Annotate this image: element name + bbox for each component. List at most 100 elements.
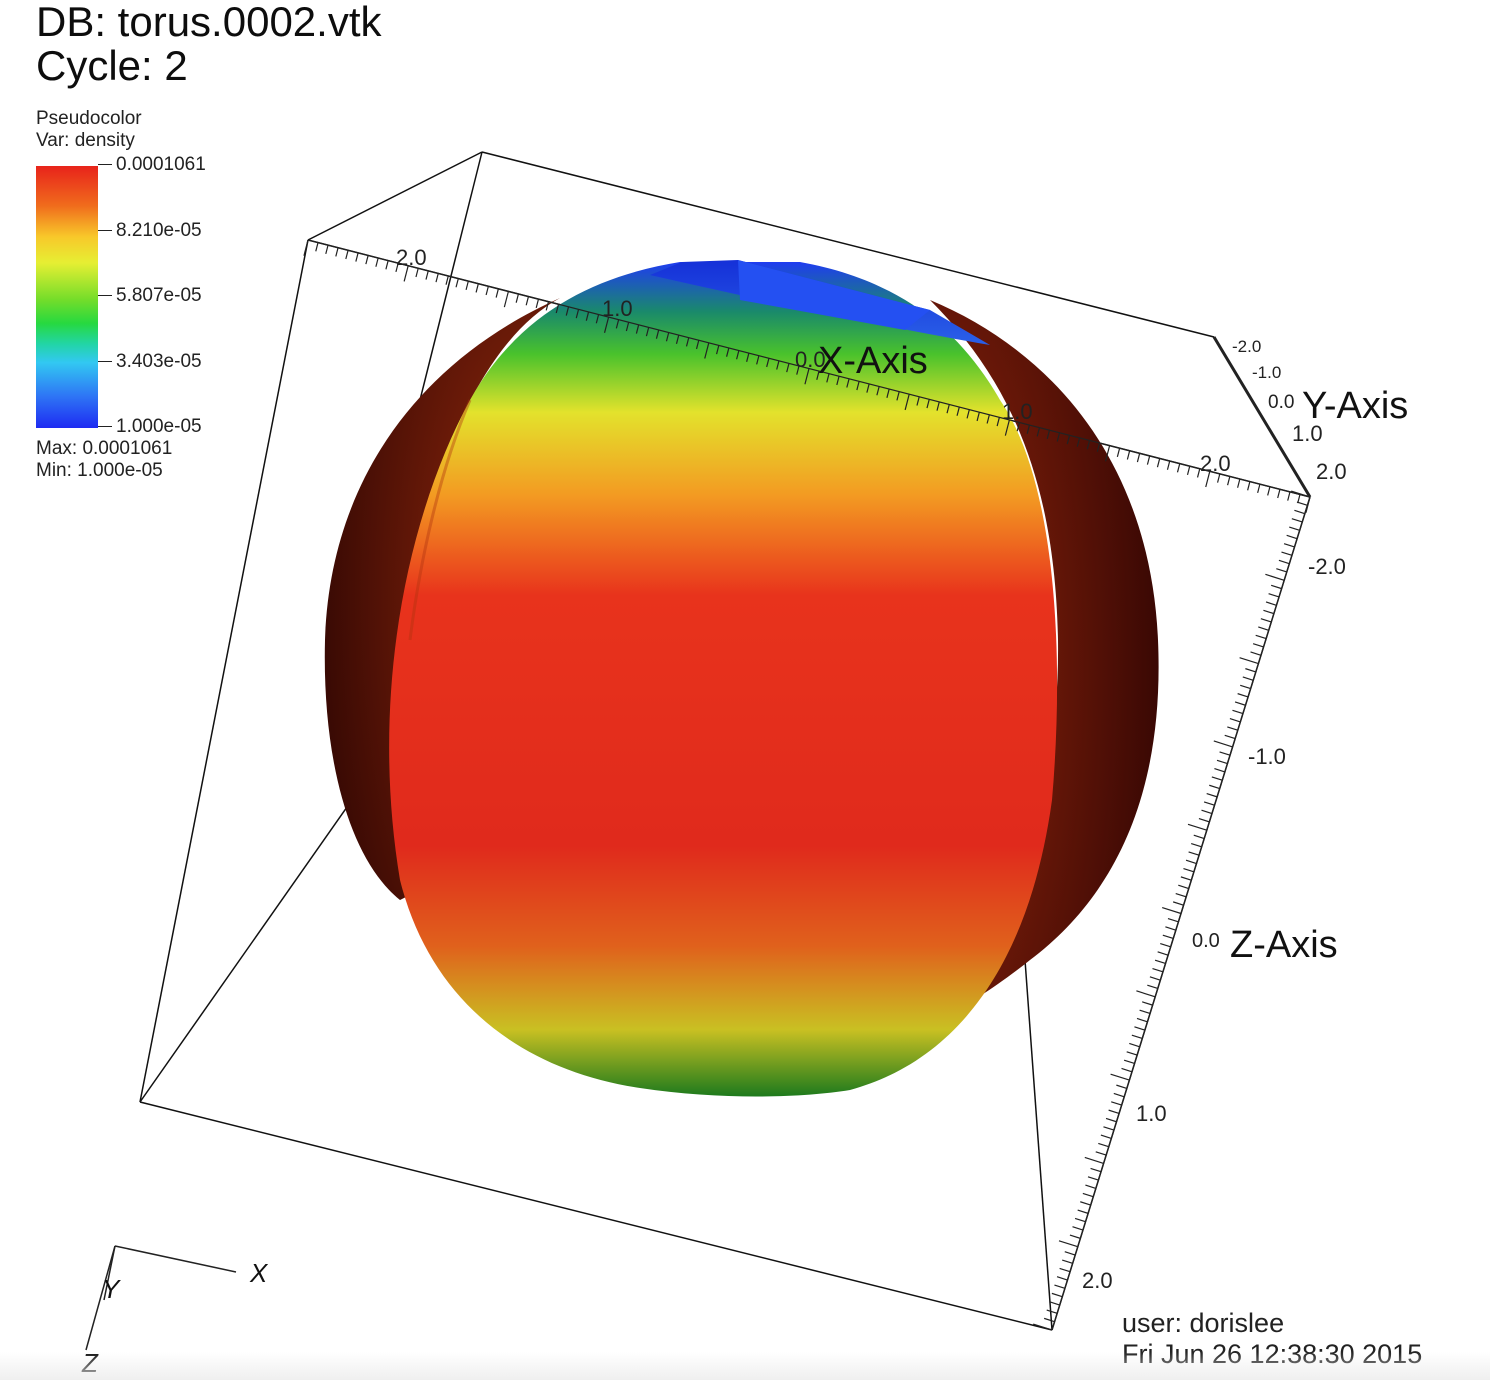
axis-tick	[846, 378, 850, 388]
axis-tick	[726, 347, 730, 357]
axis-tick	[1058, 1240, 1078, 1248]
axis-tick	[904, 394, 910, 411]
axis-tick	[1175, 892, 1187, 898]
axis-tick	[1141, 1001, 1153, 1006]
axis-tick	[1105, 1117, 1117, 1123]
axis-tick	[1157, 951, 1169, 956]
axis-tick	[1126, 1051, 1138, 1056]
legend-tick-4: 3.403e-05	[98, 351, 202, 373]
axis-tick	[1196, 468, 1201, 478]
legend-tick-2: 8.210e-05	[98, 220, 202, 242]
axis-tick	[1156, 458, 1161, 468]
x-axis-title: X-Axis	[818, 340, 928, 382]
x-axis-label: 2.0	[396, 245, 427, 270]
axis-tick	[345, 250, 349, 260]
database-info: DB: torus.0002.vtk Cycle: 2	[36, 0, 382, 88]
axis-tick	[1201, 809, 1213, 815]
axis-tick	[1154, 959, 1166, 965]
axis-tick	[1086, 440, 1091, 450]
axis-tick	[1183, 867, 1195, 873]
z-axis-label: -2.0	[1308, 554, 1346, 579]
orientation-triad	[85, 1245, 237, 1351]
axis-tick	[1062, 1259, 1073, 1264]
axis-tick	[1123, 1059, 1135, 1065]
axis-tick	[1136, 453, 1141, 463]
pseudocolor-legend: Pseudocolor Var: density 0.0001061 8.210…	[36, 108, 206, 481]
axis-tick	[1237, 693, 1249, 698]
axis-tick	[1162, 934, 1174, 940]
axis-tick	[1283, 543, 1295, 548]
axis-tick	[1270, 584, 1282, 590]
axis-tick	[503, 291, 509, 308]
axis-tick	[1116, 1084, 1128, 1090]
axis-tick	[645, 327, 650, 337]
axis-tick	[1229, 718, 1241, 723]
y-axis-ruler	[1212, 336, 1312, 498]
axis-tick	[956, 406, 960, 416]
z-axis-title: Z-Axis	[1230, 924, 1338, 966]
axis-tick	[1294, 509, 1306, 515]
legend-variable: Var: density	[36, 130, 135, 151]
x-axis-ticks	[303, 239, 1311, 513]
axis-tick	[1166, 460, 1171, 470]
axis-tick	[1074, 1217, 1086, 1223]
axis-tick	[1205, 471, 1211, 488]
axis-tick	[435, 273, 439, 283]
axis-tick	[1066, 435, 1071, 445]
axis-tick	[876, 386, 880, 396]
axis-tick	[535, 298, 540, 308]
axis-tick	[1056, 432, 1061, 442]
legend-plot-type: Pseudocolor	[36, 108, 142, 129]
axis-tick	[766, 358, 770, 368]
axis-tick	[1165, 926, 1177, 931]
axis-tick	[1100, 1134, 1112, 1139]
user-name: user: dorislee	[1122, 1308, 1285, 1338]
axis-tick	[1178, 884, 1189, 890]
axis-tick	[325, 244, 329, 255]
y-axis-title: Y-Axis	[1302, 385, 1408, 427]
axis-tick	[1265, 601, 1277, 606]
density-sphere	[324, 260, 1159, 1097]
axis-tick	[1276, 568, 1287, 573]
axis-tick	[1046, 1309, 1058, 1314]
axis-tick	[665, 332, 670, 342]
axis-tick	[1004, 419, 1010, 436]
axis-tick	[786, 363, 790, 373]
axis-tick	[1188, 851, 1200, 856]
axis-tick	[1281, 551, 1293, 556]
axis-tick	[1111, 1101, 1122, 1106]
axis-tick	[1187, 823, 1207, 831]
axis-tick	[1149, 976, 1161, 981]
axis-tick	[625, 322, 630, 332]
axis-tick	[1016, 422, 1021, 432]
axis-tick	[946, 404, 950, 414]
axis-tick	[996, 417, 1000, 427]
axis-tick	[365, 255, 369, 265]
y-axis-label: -2.0	[1232, 337, 1261, 356]
axis-tick	[1160, 942, 1171, 948]
axis-tick	[603, 316, 610, 333]
axis-tick	[1103, 1126, 1115, 1131]
axis-tick	[1136, 1017, 1148, 1023]
axis-tick	[1296, 501, 1308, 506]
axis-tick	[1286, 534, 1298, 540]
axis-tick	[1239, 657, 1259, 665]
axis-tick	[585, 311, 590, 321]
axis-tick	[1152, 967, 1164, 973]
axis-tick	[1242, 676, 1254, 681]
axis-tick	[1059, 1267, 1071, 1273]
axis-tick	[936, 401, 940, 411]
axis-tick	[1214, 768, 1226, 773]
axis-tick	[355, 252, 359, 262]
y-axis-label: -1.0	[1252, 363, 1281, 382]
axis-tick	[1104, 445, 1111, 462]
axis-tick	[756, 355, 760, 365]
axis-tick	[1265, 573, 1285, 581]
axis-tick	[1227, 726, 1238, 731]
axis-tick	[1237, 478, 1241, 488]
axis-tick	[375, 257, 379, 267]
axis-tick	[303, 239, 309, 256]
triad-x-label: X	[249, 1258, 269, 1288]
axis-tick	[986, 414, 990, 424]
